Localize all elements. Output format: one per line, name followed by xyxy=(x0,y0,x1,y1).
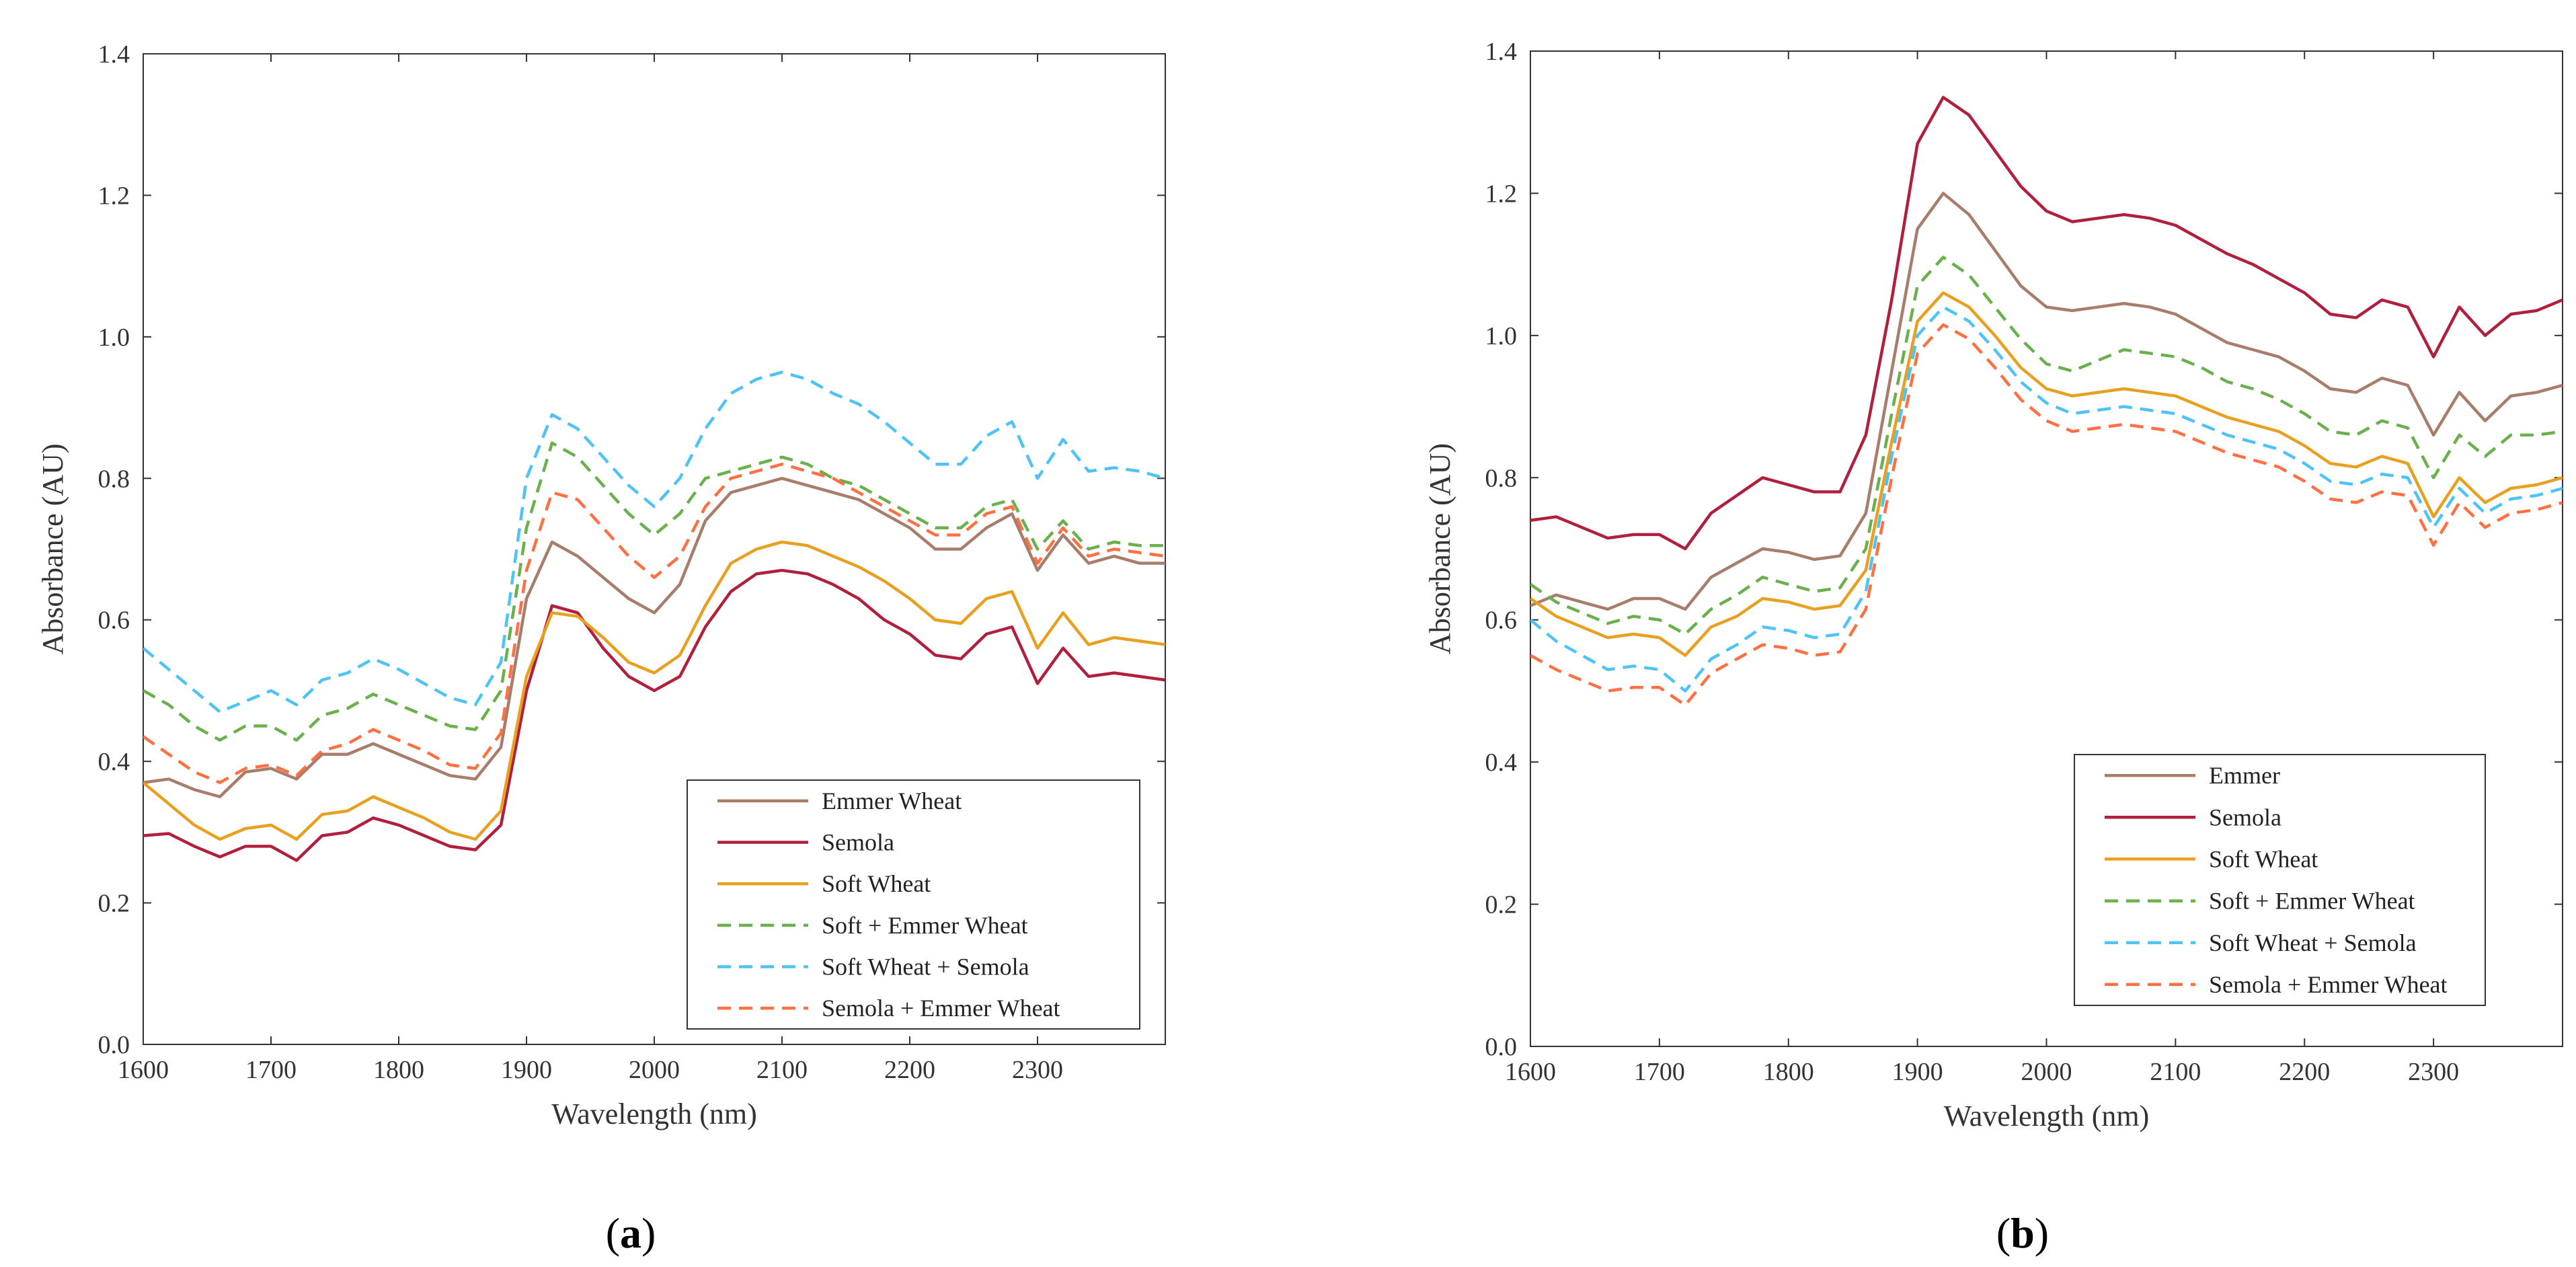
y-tick-label: 0.4 xyxy=(1485,748,1518,777)
x-tick-label: 1900 xyxy=(501,1056,552,1084)
y-tick-label: 1.0 xyxy=(1485,322,1518,350)
legend-entry-label: Soft + Emmer Wheat xyxy=(2209,888,2415,915)
x-tick-label: 2200 xyxy=(884,1056,935,1084)
y-axis-label: Absorbance (AU) xyxy=(1423,443,1456,654)
x-tick-label: 2000 xyxy=(2021,1058,2072,1086)
y-tick-label: 0.0 xyxy=(1485,1033,1518,1061)
y-tick-label: 1.0 xyxy=(98,323,130,352)
x-tick-label: 1800 xyxy=(373,1056,424,1084)
y-tick-label: 0.8 xyxy=(98,465,130,493)
x-tick-label: 1600 xyxy=(118,1056,169,1084)
x-tick-label: 1900 xyxy=(1892,1058,1943,1086)
legend-box xyxy=(2074,754,2486,1006)
y-tick-label: 0.2 xyxy=(98,890,130,918)
series-line-soft-emmer-wheat xyxy=(143,441,1165,742)
legend-box xyxy=(687,779,1140,1030)
x-tick-label: 2100 xyxy=(2150,1058,2201,1086)
y-tick-label: 0.4 xyxy=(98,748,130,776)
legend-entry-label: Semola + Emmer Wheat xyxy=(2209,971,2448,998)
y-tick-label: 0.0 xyxy=(98,1031,130,1059)
series-line-soft-wheat xyxy=(1530,291,2563,657)
y-tick-label: 1.4 xyxy=(1485,38,1518,66)
legend: Emmer Semola Soft Wheat Soft + Emmer Wheat S… xyxy=(2074,754,2486,1006)
legend-entry-label: Soft Wheat xyxy=(822,870,931,897)
panel-label-a: (a) xyxy=(606,1209,656,1257)
y-tick-label: 1.4 xyxy=(98,40,130,69)
series-line-soft-wheat xyxy=(143,540,1165,841)
y-tick-label: 0.8 xyxy=(1485,464,1518,492)
x-tick-label: 2300 xyxy=(2408,1058,2459,1086)
panel-label-b: (b) xyxy=(1996,1209,2049,1257)
y-tick-label: 0.6 xyxy=(98,607,130,635)
chart-panel-a: 1600 1700 1800 1900 2000 2100 2200 2300 0.0 0.2 0.… xyxy=(36,40,1166,1257)
y-axis-label: Absorbance (AU) xyxy=(36,444,69,655)
x-axis-label: Wavelength (nm) xyxy=(1944,1100,2150,1132)
series-line-soft-wheat-semola xyxy=(143,371,1165,714)
legend-entry-label: Soft Wheat + Semola xyxy=(2209,929,2417,956)
legend-entry-label: Emmer xyxy=(2209,762,2280,789)
x-tick-label: 2100 xyxy=(756,1056,808,1084)
y-tick-label: 0.6 xyxy=(1485,607,1518,635)
series-line-emmer-wheat xyxy=(143,477,1165,798)
legend-entry-label: Semola + Emmer Wheat xyxy=(822,995,1060,1022)
series-line-semola-emmer-wheat xyxy=(143,462,1165,784)
series-line-emmer xyxy=(1530,192,2563,611)
chart-panel-b: 1600 1700 1800 1900 2000 2100 2200 2300 0.0 0.2 0.… xyxy=(1423,38,2563,1257)
series-line-semola xyxy=(143,568,1165,862)
x-axis-label: Wavelength (nm) xyxy=(551,1098,757,1130)
series-line-semola xyxy=(1530,95,2563,551)
y-tick-label: 1.2 xyxy=(1485,180,1518,208)
x-tick-label: 1700 xyxy=(245,1056,297,1084)
legend-entry-label: Soft Wheat xyxy=(2209,845,2318,872)
x-tick-label: 2000 xyxy=(629,1056,680,1084)
series-line-semola-emmer-wheat xyxy=(1530,323,2563,707)
y-tick-label: 0.2 xyxy=(1485,891,1518,919)
x-tick-label: 2300 xyxy=(1012,1056,1063,1084)
series-line-soft-wheat-semola xyxy=(1530,305,2563,693)
x-tick-label: 1800 xyxy=(1763,1058,1814,1086)
legend-entry-label: Emmer Wheat xyxy=(822,788,962,814)
legend-entry-label: Soft + Emmer Wheat xyxy=(822,912,1028,939)
legend-entry-label: Semola xyxy=(822,829,894,856)
series-line-soft-emmer-wheat xyxy=(1530,256,2563,636)
x-tick-label: 1700 xyxy=(1634,1058,1685,1086)
x-tick-label: 2200 xyxy=(2279,1058,2330,1086)
legend-entry-label: Semola xyxy=(2209,804,2281,831)
x-tick-label: 1600 xyxy=(1505,1058,1556,1086)
legend-entry-label: Soft Wheat + Semola xyxy=(822,954,1029,981)
legend: Emmer Wheat Semola Soft Wheat Soft + Emmer … xyxy=(687,779,1140,1030)
y-tick-label: 1.2 xyxy=(98,182,130,210)
